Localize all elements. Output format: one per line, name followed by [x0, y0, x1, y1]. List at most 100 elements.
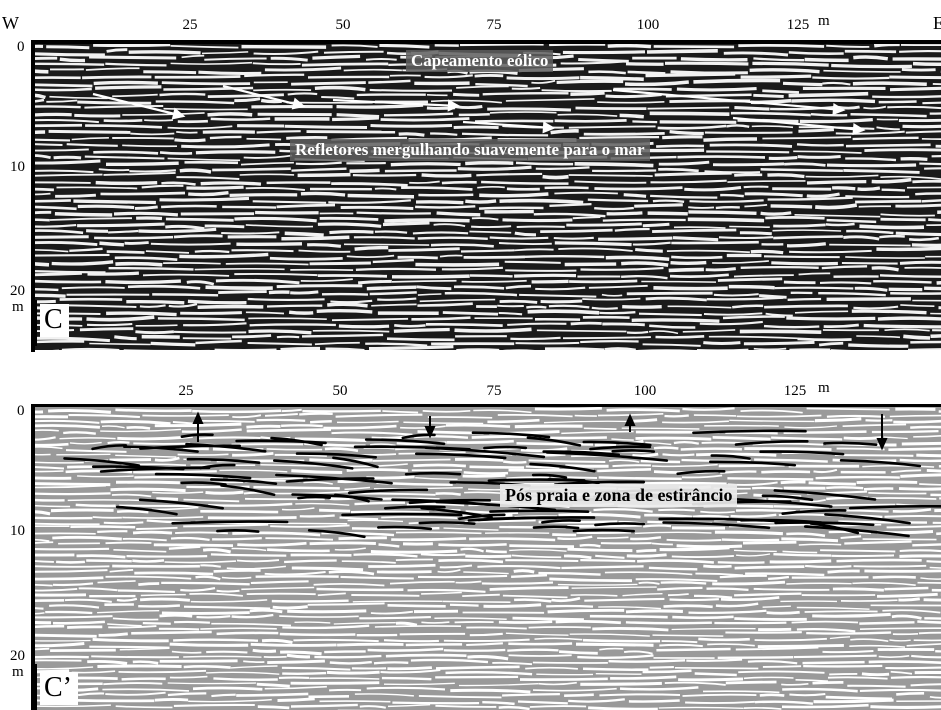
interpreted-reflector-30 [781, 509, 847, 515]
interpreted-reflector-75 [734, 439, 809, 446]
interpreted-reflector-61 [332, 456, 379, 469]
interpreted-reflector-47 [710, 454, 751, 460]
depth-tick-0-lower: 0 [17, 403, 25, 419]
interpreted-reflector-92 [123, 445, 199, 453]
interpreted-reflector-91 [333, 493, 370, 503]
interpreted-reflector-60 [773, 489, 877, 501]
interpreted-reflector-95 [809, 522, 860, 535]
east-label: E [933, 13, 941, 33]
interpreted-reflector-46 [364, 438, 446, 446]
interpreted-reflector-66 [529, 462, 596, 473]
dip-arrow-5 [612, 88, 844, 112]
dip-arrow-6 [732, 116, 864, 132]
interpreted-reflector-69 [63, 457, 141, 467]
interpreted-reflector-23 [803, 525, 910, 538]
caption-capeamento-eolico: Capeamento eólico [406, 50, 554, 72]
interpreted-reflector-9 [435, 500, 557, 512]
interpreted-reflector-76 [662, 521, 771, 530]
surface-arrow-head-4 [876, 438, 888, 451]
interpreted-reflector-64 [401, 433, 436, 440]
interpreted-reflector-57 [658, 517, 779, 523]
distance-tick-25-lower: 25 [178, 383, 194, 399]
radargram-panel-c-prime [33, 406, 941, 710]
dip-arrow-head-6 [852, 122, 866, 136]
depth-tick-10-lower: 10 [10, 523, 25, 539]
interpreted-reflector-13 [545, 451, 669, 462]
surface-arrow-head-3 [624, 413, 636, 426]
interpreted-reflector-8 [676, 469, 726, 476]
radargram-panel-c [33, 42, 941, 350]
interpreted-reflector-88 [347, 488, 429, 495]
interpreted-reflector-42 [185, 442, 267, 453]
west-label: W [2, 13, 19, 33]
interpreted-reflector-28 [418, 521, 476, 525]
interpreted-reflector-77 [839, 459, 922, 468]
interpreted-reflector-89 [759, 450, 845, 456]
interpreted-reflector-15 [458, 513, 506, 521]
radargram-c-prime-image [33, 406, 941, 710]
distance-tick-125: 125 [786, 17, 810, 33]
depth-tick-20: 20 [10, 283, 25, 299]
interpreted-reflector-55 [526, 436, 582, 447]
interpreted-reflector-33 [774, 521, 875, 527]
interpreted-reflector-83 [383, 505, 446, 510]
panel-c-prime-scale-bar [33, 664, 37, 710]
interpreted-reflector-62 [273, 459, 354, 470]
dip-arrow-head-3 [447, 99, 461, 112]
interpreted-reflector-25 [489, 509, 590, 513]
interpreted-reflector-73 [180, 481, 227, 486]
distance-tick-50: 50 [335, 17, 351, 33]
interpreted-reflectors [63, 429, 941, 539]
distance-tick-75: 75 [486, 17, 502, 33]
surface-arrow-head-2 [424, 426, 436, 439]
interpreted-reflector-48 [307, 529, 366, 539]
interpreted-reflector-79 [285, 477, 375, 483]
interpreted-reflector-39 [353, 445, 471, 451]
panel-c-left-frame [31, 40, 35, 352]
interpreted-reflector-17 [138, 498, 224, 510]
depth-unit: m [12, 299, 24, 315]
interpreted-reflector-27 [415, 452, 507, 460]
distance-unit-lower: m [818, 380, 830, 396]
panel-c-scale-bar [33, 300, 37, 346]
depth-tick-0: 0 [17, 39, 25, 55]
caption-refletores: Refletores mergulhando suavemente para o… [290, 139, 650, 161]
distance-tick-75-lower: 75 [486, 383, 502, 399]
interpreted-reflector-40 [709, 460, 797, 467]
surface-arrows [192, 411, 888, 451]
dip-arrow-4 [462, 120, 554, 130]
interpreted-reflector-87 [477, 516, 596, 522]
interpreted-reflector-18 [341, 512, 463, 517]
interpreted-reflector-4 [404, 471, 462, 476]
interpreted-reflector-32 [297, 495, 331, 500]
interpreted-reflector-19 [531, 473, 568, 479]
panel-c-dip-arrows [92, 84, 866, 136]
interpreted-reflector-22 [532, 525, 580, 530]
interpreted-reflector-24 [115, 505, 178, 516]
interpreted-reflector-50 [848, 504, 941, 510]
interpreted-reflector-63 [171, 520, 289, 525]
dip-arrow-head-5 [832, 103, 846, 116]
panel-c-prime-top-frame [33, 404, 941, 407]
interpreted-reflector-71 [824, 513, 911, 525]
interpreted-reflector-21 [377, 525, 433, 531]
depth-tick-10: 10 [10, 159, 25, 175]
distance-tick-25: 25 [182, 17, 198, 33]
panel-c-prime-reflectors [33, 406, 941, 710]
interpreted-reflector-14 [295, 452, 377, 459]
interpreted-reflector-6 [572, 528, 635, 533]
panel-c-prime-left-frame [31, 404, 35, 710]
interpreted-reflector-3 [220, 484, 276, 497]
panel-label-c: C [40, 304, 69, 337]
caption-pos-praia: Pós praia e zona de estirâncio [500, 484, 738, 507]
interpreted-reflector-58 [582, 440, 652, 447]
surface-arrow-head-1 [192, 411, 204, 424]
dip-arrow-head-2 [291, 97, 306, 110]
interpreted-reflector-49 [235, 439, 327, 445]
interpreted-reflector-80 [761, 494, 814, 502]
dip-arrow-2 [222, 84, 304, 108]
panel-c-top-frame [33, 40, 941, 44]
distance-unit: m [818, 13, 830, 29]
interpreted-reflector-94 [408, 498, 491, 505]
distance-tick-100: 100 [636, 17, 660, 33]
